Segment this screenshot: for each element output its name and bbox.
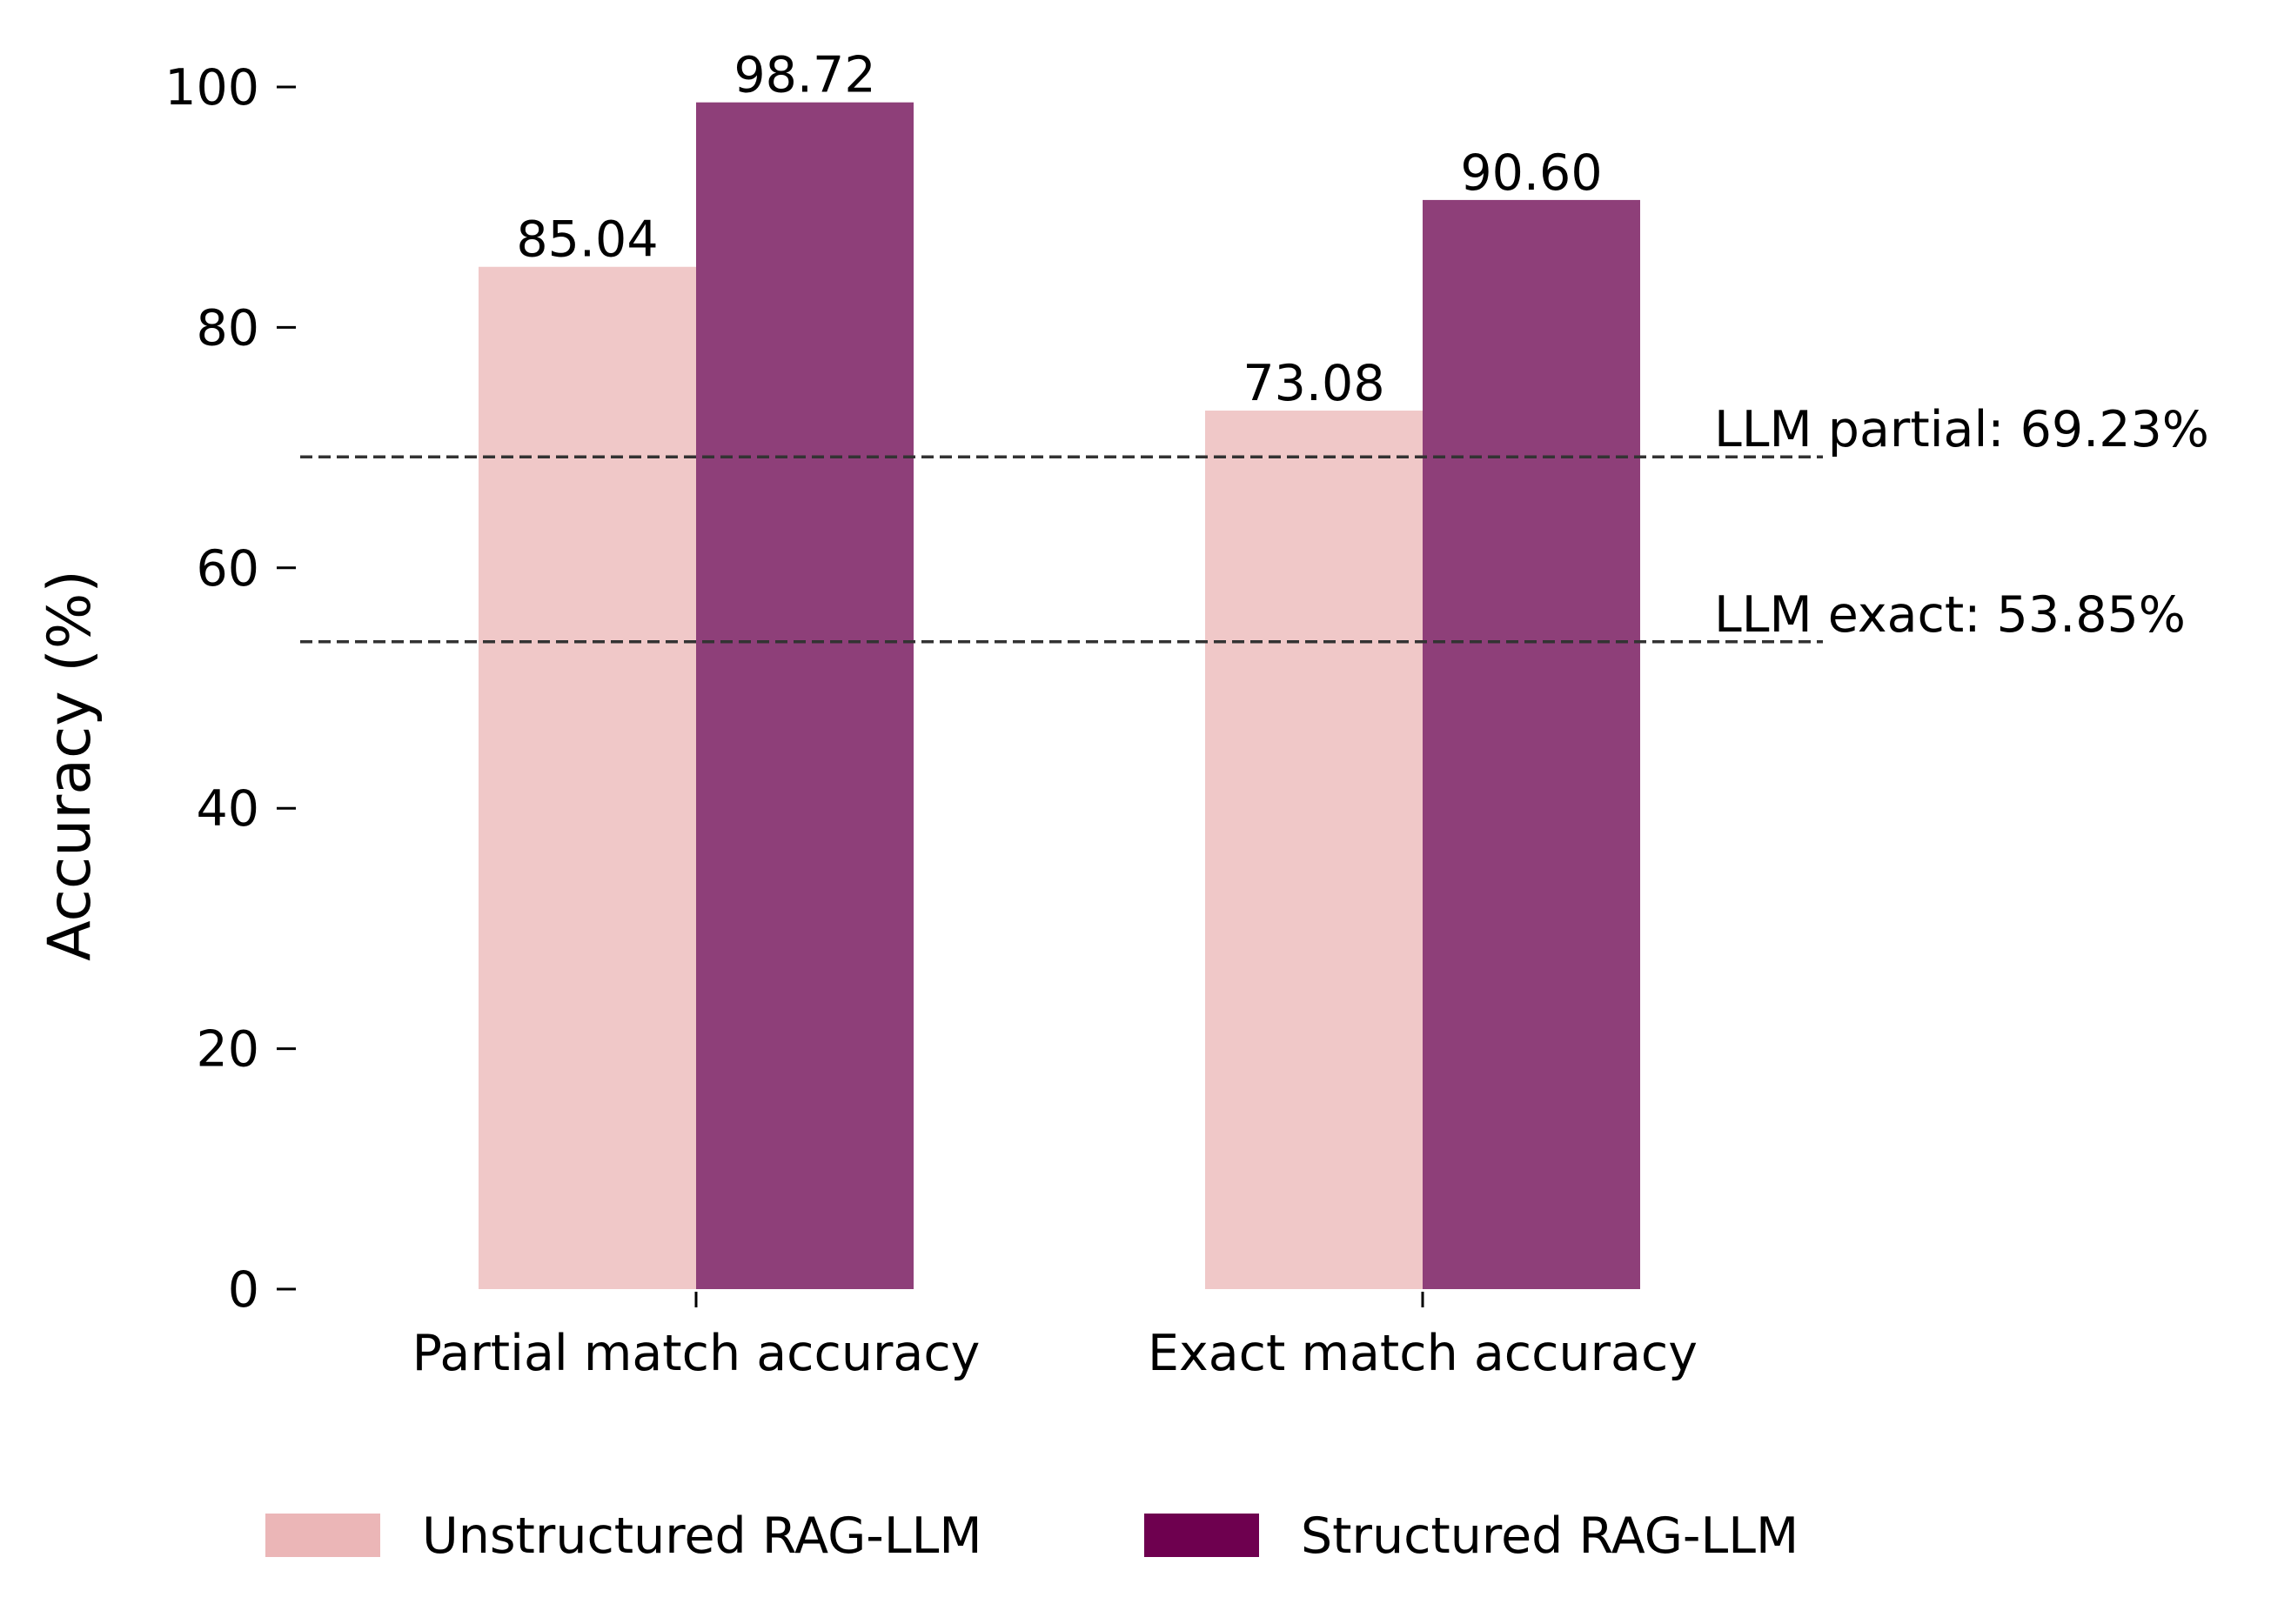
reference-line-label: LLM exact: 53.85% [1714,586,2186,644]
bars: 85.04 73.08 98.72 90.60 [479,47,1640,1290]
legend-label: Unstructured RAG-LLM [422,1507,982,1565]
bar [1205,411,1423,1289]
x-tick-label: Partial match accuracy [412,1325,981,1382]
x-axis: Partial match accuracy Exact match accura… [412,1292,1698,1382]
legend-swatch [265,1514,380,1557]
legend-swatch [1144,1514,1259,1557]
bar-value-label: 85.04 [516,211,658,269]
legend: Unstructured RAG-LLM Structured RAG-LLM [265,1507,1799,1565]
y-tick-label: 60 [196,540,259,598]
bar-value-label: 98.72 [734,47,875,104]
y-tick-label: 0 [228,1261,259,1319]
bar-value-label: 90.60 [1460,144,1602,202]
bar [696,102,914,1290]
y-tick-label: 20 [196,1021,259,1079]
bar [479,266,696,1289]
reference-line-label: LLM partial: 69.23% [1714,401,2209,458]
reference-lines: LLM partial: 69.23% LLM exact: 53.85% [300,401,2209,644]
y-axis: 0 20 40 60 80 100 [164,59,296,1319]
legend-label: Structured RAG-LLM [1301,1507,1799,1565]
y-axis-label: Accuracy (%) [36,570,104,961]
y-tick-label: 80 [196,299,259,357]
bar-value-label: 73.08 [1243,355,1384,412]
bar [1423,199,1640,1290]
x-tick-label: Exact match accuracy [1148,1325,1698,1382]
y-tick-label: 40 [196,780,259,838]
y-tick-label: 100 [164,59,259,117]
